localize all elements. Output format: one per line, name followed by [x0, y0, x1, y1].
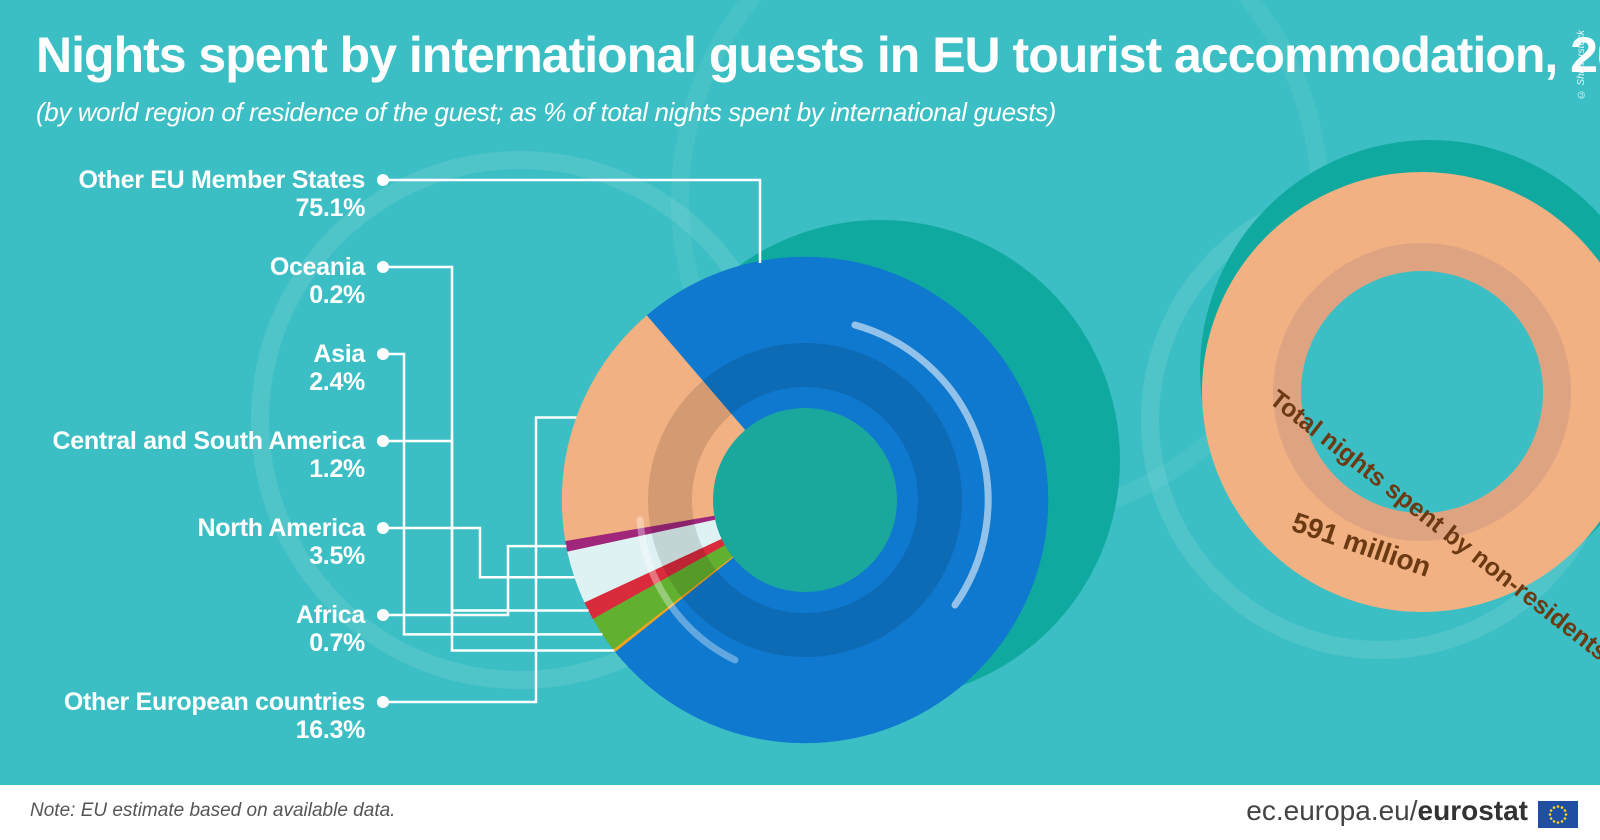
chart-title: Nights spent by international guests in … — [36, 27, 1600, 83]
leader-line — [383, 352, 603, 636]
leader-line — [383, 439, 589, 612]
category-value: 75.1% — [295, 194, 366, 222]
float-ring-inner-band — [1273, 243, 1571, 541]
leader-line — [383, 526, 575, 579]
eu-star — [1549, 817, 1553, 820]
eu-star — [1548, 813, 1552, 816]
label-africa: Africa 0.7% — [296, 601, 365, 657]
eu-star — [1563, 817, 1567, 820]
eu-star — [1563, 809, 1567, 812]
label-central-and-south-america: Central and South America 1.2% — [52, 427, 366, 483]
category-name: Other EU Member States — [78, 166, 365, 194]
eu-star — [1564, 813, 1568, 816]
category-value: 0.2% — [309, 281, 365, 309]
chart-subtitle: (by world region of residence of the gue… — [36, 97, 1056, 127]
leader-line — [383, 178, 762, 263]
infographic: Total nights spent by non-residents: 591 … — [0, 0, 1600, 785]
label-other-eu-member-states: Other EU Member States 75.1% — [78, 166, 365, 222]
chart-area: Total nights spent by non-residents:591 … — [251, 0, 1600, 744]
site-brand: eurostat — [1417, 795, 1528, 826]
category-name: Oceania — [269, 253, 365, 281]
eu-star — [1560, 806, 1564, 809]
label-other-european-countries: Other European countries 16.3% — [64, 688, 365, 744]
eu-star — [1560, 820, 1564, 823]
category-value: 0.7% — [309, 629, 365, 657]
category-value: 16.3% — [295, 716, 366, 744]
eu-flag-icon — [1538, 801, 1578, 828]
category-name: North America — [197, 514, 366, 542]
donut-inner-band — [648, 343, 962, 657]
eu-star — [1552, 806, 1556, 809]
eurostat-link[interactable]: ec.europa.eu/eurostat — [1246, 795, 1528, 827]
donut-highlight — [851, 321, 992, 609]
eu-star — [1556, 805, 1560, 808]
label-oceania: Oceania 0.2% — [270, 253, 365, 309]
eu-star — [1556, 821, 1560, 824]
category-value: 3.5% — [309, 542, 365, 570]
category-value: 2.4% — [309, 368, 365, 396]
float-ring — [1202, 172, 1600, 612]
eu-star — [1549, 809, 1553, 812]
leader-line — [383, 544, 567, 617]
category-name: Africa — [295, 601, 365, 629]
float-ring-decoration — [1200, 140, 1600, 612]
leader-line — [383, 416, 577, 704]
donut-hole — [713, 408, 897, 592]
image-credit: © Shutterstock — [1576, 30, 1587, 100]
footnote: Note: EU estimate based on available dat… — [30, 800, 396, 821]
category-name: Other European countries — [63, 688, 365, 716]
category-name: Asia — [313, 340, 365, 368]
footer: Note: EU estimate based on available dat… — [0, 785, 1600, 840]
eu-star — [1552, 820, 1556, 823]
donut-chart — [561, 220, 1120, 744]
label-asia: Asia 2.4% — [309, 340, 365, 396]
site-prefix: ec.europa.eu/ — [1246, 795, 1418, 826]
donut-highlight — [636, 516, 739, 664]
category-name: Central and South America — [52, 427, 366, 455]
category-value: 1.2% — [309, 455, 365, 483]
label-north-america: North America 3.5% — [197, 514, 366, 570]
leader-lines — [377, 174, 762, 708]
